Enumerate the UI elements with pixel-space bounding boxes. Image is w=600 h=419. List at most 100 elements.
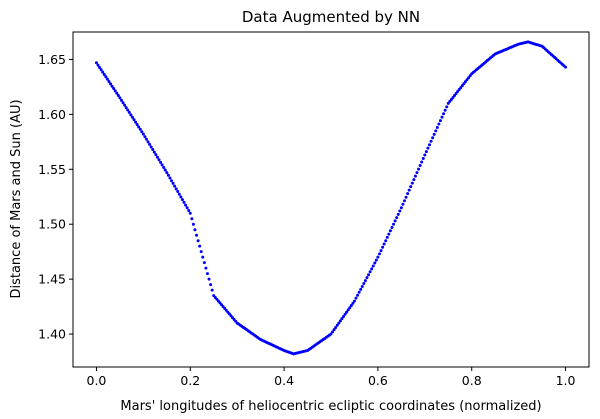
data-point xyxy=(392,222,396,226)
y-tick-label: 1.60 xyxy=(38,107,66,122)
data-point xyxy=(162,165,166,169)
x-axis-label: Mars' longitudes of heliocentric eclipti… xyxy=(120,399,541,414)
data-point xyxy=(171,181,175,185)
data-point xyxy=(116,94,120,98)
data-point xyxy=(334,325,338,329)
data-point xyxy=(385,235,389,239)
data-point xyxy=(165,171,169,175)
data-point xyxy=(335,323,339,327)
data-point xyxy=(406,192,410,196)
data-point xyxy=(356,293,360,297)
data-point xyxy=(98,65,102,69)
data-point xyxy=(442,112,446,116)
data-point xyxy=(432,132,436,136)
data-point xyxy=(337,321,341,325)
data-point xyxy=(387,232,391,236)
data-point xyxy=(207,277,211,281)
y-tick-label: 1.65 xyxy=(38,52,66,67)
data-point xyxy=(349,303,353,307)
data-point xyxy=(198,244,202,248)
x-tick-label: 0.8 xyxy=(462,373,482,388)
data-point xyxy=(423,153,427,157)
data-point xyxy=(412,178,416,182)
data-point xyxy=(99,68,103,72)
data-point xyxy=(112,87,116,91)
data-points xyxy=(94,40,568,356)
data-point xyxy=(168,176,172,180)
data-point xyxy=(146,140,150,144)
data-point xyxy=(151,148,155,152)
x-axis-ticks: 0.0 0.2 0.4 0.6 0.8 1.0 xyxy=(87,367,576,388)
data-point xyxy=(191,222,195,226)
data-point xyxy=(431,136,435,140)
data-point xyxy=(376,255,380,259)
y-tick-label: 1.40 xyxy=(38,327,66,342)
data-point xyxy=(404,195,408,199)
data-point xyxy=(152,150,156,154)
x-tick-label: 1.0 xyxy=(556,373,576,388)
data-point xyxy=(379,249,383,253)
data-point xyxy=(371,264,375,268)
data-point xyxy=(182,200,186,204)
y-tick-label: 1.55 xyxy=(38,162,66,177)
data-point xyxy=(398,209,402,213)
data-point xyxy=(343,312,347,316)
data-point xyxy=(332,328,336,332)
data-point xyxy=(370,267,374,271)
data-point xyxy=(196,239,200,243)
data-point xyxy=(199,250,203,254)
data-point xyxy=(134,120,138,124)
data-point xyxy=(438,119,442,123)
data-point xyxy=(96,63,100,67)
data-point xyxy=(331,330,335,334)
data-point xyxy=(170,179,174,183)
data-point xyxy=(121,101,125,105)
data-point xyxy=(94,61,98,65)
data-point xyxy=(184,203,188,207)
data-point xyxy=(377,252,381,256)
data-point xyxy=(141,132,145,136)
data-point xyxy=(413,174,417,178)
data-point xyxy=(399,206,403,210)
data-point xyxy=(360,284,364,288)
data-point xyxy=(388,229,392,233)
y-axis-label: Distance of Mars and Sun (AU) xyxy=(9,99,24,298)
data-point xyxy=(373,261,377,265)
data-point xyxy=(185,206,189,210)
data-point xyxy=(346,308,350,312)
data-point xyxy=(424,150,428,154)
data-point xyxy=(148,142,152,146)
data-point xyxy=(210,288,214,292)
data-point xyxy=(426,146,430,150)
data-point xyxy=(104,75,108,79)
data-point xyxy=(102,72,106,76)
data-point xyxy=(357,290,361,294)
data-point xyxy=(176,190,180,194)
data-point xyxy=(352,299,356,303)
data-point xyxy=(395,216,399,220)
data-point xyxy=(113,89,117,93)
data-point xyxy=(402,199,406,203)
data-point xyxy=(429,139,433,143)
x-tick-label: 0.0 xyxy=(87,373,107,388)
data-point xyxy=(415,171,419,175)
data-point xyxy=(204,266,208,270)
data-point xyxy=(138,127,142,131)
data-point xyxy=(160,163,164,167)
data-point xyxy=(177,192,181,196)
plot-frame xyxy=(72,31,590,368)
data-point xyxy=(119,98,123,102)
data-point xyxy=(338,319,342,323)
data-point xyxy=(101,70,105,74)
data-point xyxy=(409,185,413,189)
data-point xyxy=(393,219,397,223)
data-point xyxy=(440,115,444,119)
data-point xyxy=(105,77,109,81)
data-point xyxy=(188,211,192,215)
y-tick-label: 1.50 xyxy=(38,217,66,232)
data-point xyxy=(434,129,438,133)
data-point xyxy=(382,242,386,246)
x-tick-label: 0.4 xyxy=(274,373,294,388)
data-point xyxy=(205,272,209,276)
